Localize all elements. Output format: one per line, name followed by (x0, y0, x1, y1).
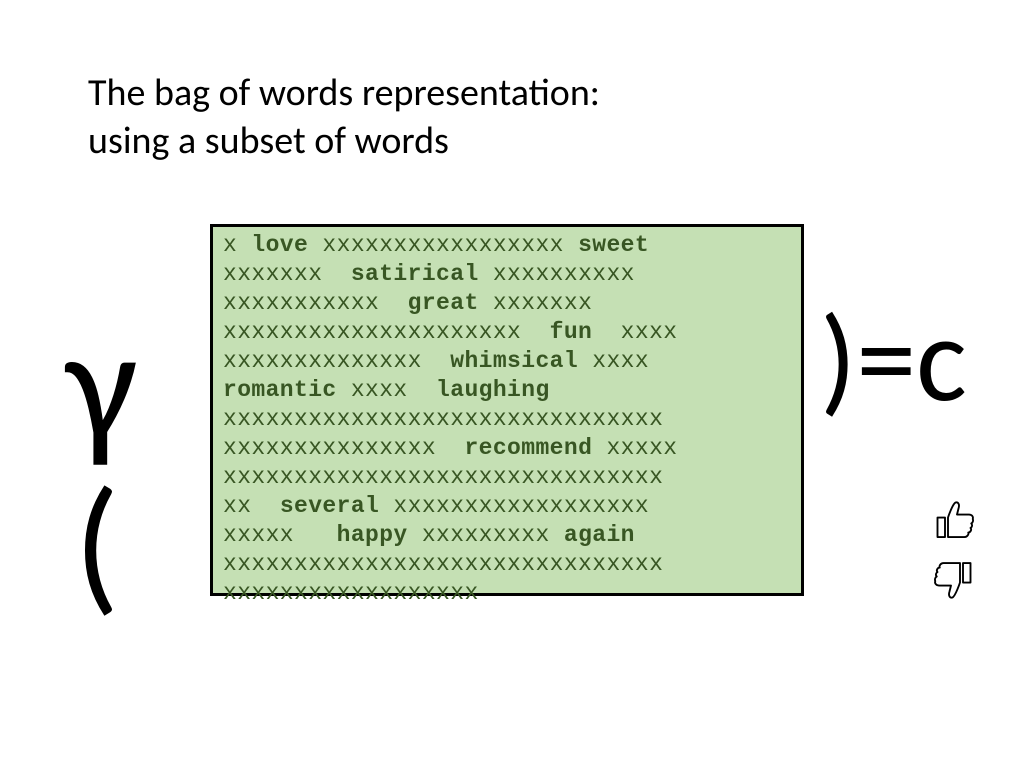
title-line-1: The bag of words representation: (88, 70, 600, 116)
keyword-kw1: satirical (351, 261, 479, 287)
box-line: x love xxxxxxxxxxxxxxxxx sweet (223, 231, 791, 260)
keyword-kw1: recommend (464, 435, 592, 461)
keyword-kw1: whimsical (450, 348, 578, 374)
box-line: xxxxxxxxxxxxxx whimsical xxxx (223, 347, 791, 376)
box-line: romantic xxxx laughing (223, 376, 791, 405)
filler-l: xxxxx (223, 522, 322, 548)
keyword-kw1: several (280, 493, 379, 519)
box-line: xxxxxxxxxxxxxxxxxxxxxxxxxxxxxxx (223, 463, 791, 492)
filler-l: xxxxxxx (223, 261, 337, 287)
filler-l: xxxxxxxxxxxxxxxxxxxxxxxxxxxxxxx (223, 406, 663, 432)
keyword-kw2: sweet (578, 232, 649, 258)
keyword-kw2: laughing (436, 377, 550, 403)
filler-l: xxxxxxxxxxxxxx (223, 348, 436, 374)
open-paren-symbol: ( (74, 470, 119, 620)
bag-of-words-box: x love xxxxxxxxxxxxxxxxx sweetxxxxxxx sa… (210, 224, 804, 596)
box-line: xxxxx happy xxxxxxxxx again (223, 521, 791, 550)
keyword-kw1: love (251, 232, 308, 258)
keyword-kw1: happy (337, 522, 408, 548)
box-line: xxxxxxxxxxx great xxxxxxx (223, 289, 791, 318)
thumbs-up-icon (930, 495, 978, 543)
filler-m: xxxxxxxxxxxxxxxxx (308, 232, 578, 258)
box-line: xxxxxxxxxxxxxxxxxxxxxxxxxxxxxxx (223, 405, 791, 434)
filler-l: xxxxxxxxxxxxxxxxxxxxxxxxxxxxxxx (223, 551, 663, 577)
box-line: xxxxxxxxxxxxxxxxxxxxx fun xxxx (223, 318, 791, 347)
filler-m: xxxxxxxxxx (479, 261, 635, 287)
box-line: xxxxxxx satirical xxxxxxxxxx (223, 260, 791, 289)
filler-m: xxxx (578, 348, 649, 374)
thumbs-icons (930, 495, 1000, 619)
box-line: xxxxxxxxxxxxxxxxxxxxxxxxxxxxxxx (223, 550, 791, 579)
filler-l: x (223, 232, 237, 258)
box-line: xxxxxxxxxxxxxxxxxx (223, 579, 791, 608)
filler-l: xxxxxxxxxxxxxxxxxxxxxxxxxxxxxxx (223, 464, 663, 490)
filler-m: xxxxxxx (479, 290, 593, 316)
filler-l: xx (223, 493, 266, 519)
filler-m: xxxxxxxxx (408, 522, 564, 548)
filler-m: xxxxxxxxxxxxxxxxxx (379, 493, 649, 519)
keyword-kw1: great (408, 290, 479, 316)
slide-title: The bag of words representation: using a… (88, 70, 600, 165)
filler-m: xxxx (337, 377, 436, 403)
thumbs-down-icon (930, 557, 978, 605)
filler-l: xxxxxxxxxxxxxxxxxx (223, 580, 479, 606)
filler-l: xxxxxxxxxxx (223, 290, 393, 316)
filler-m: xxxxx (592, 435, 677, 461)
keyword-kw2: again (564, 522, 635, 548)
filler-l: xxxxxxxxxxxxxxx (223, 435, 450, 461)
gamma-symbol: γ (66, 305, 137, 465)
box-line: xx several xxxxxxxxxxxxxxxxxx (223, 492, 791, 521)
filler-l: xxxxxxxxxxxxxxxxxxxxx (223, 319, 535, 345)
title-line-2: using a subset of words (88, 118, 449, 164)
box-line: xxxxxxxxxxxxxxx recommend xxxxx (223, 434, 791, 463)
keyword-kw1: fun (550, 319, 593, 345)
close-equals-c: )=c (820, 300, 967, 420)
filler-m: xxxx (592, 319, 677, 345)
keyword-kw1: romantic (223, 377, 337, 403)
